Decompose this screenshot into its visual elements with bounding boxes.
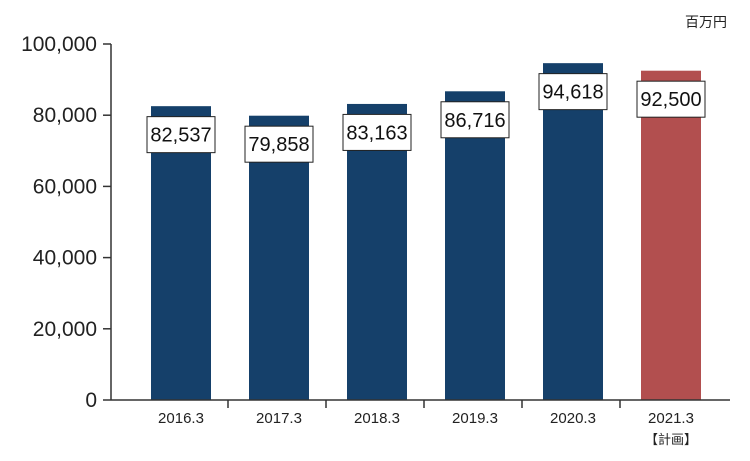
bar [249, 115, 309, 401]
x-category-label: 2018.3 [354, 410, 400, 427]
value-label-box [342, 113, 412, 151]
bar [151, 106, 211, 401]
value-label: 94,618 [542, 82, 603, 104]
x-category-label: 2016.3 [158, 410, 204, 427]
x-category-label: 2021.3 [648, 410, 694, 427]
x-category-label: 2020.3 [550, 410, 596, 427]
x-category-label: 2019.3 [452, 410, 498, 427]
value-label: 86,716 [444, 110, 505, 132]
bar [543, 63, 603, 401]
unit-label: 百万円 [685, 15, 727, 31]
y-tick-label: 100,000 [21, 33, 97, 56]
y-axis: 0 20,000 40,000 60,000 80,000 100,000 [21, 33, 112, 412]
bar [347, 103, 407, 400]
x-category-label: 2017.3 [256, 410, 302, 427]
bar [445, 91, 505, 400]
x-axis: 2016.3 2017.3 2018.3 2019.3 2020.3 2021.3 【計画】 [111, 399, 730, 448]
bars [151, 63, 701, 401]
y-tick-label: 60,000 [33, 175, 97, 198]
y-tick-label: 80,000 [33, 104, 97, 127]
plan-note-label: 【計画】 [645, 432, 697, 448]
y-tick-label: 0 [85, 389, 97, 412]
value-label: 83,163 [346, 122, 407, 144]
value-label: 92,500 [640, 89, 701, 111]
bar-plan [641, 70, 701, 400]
y-tick-label: 20,000 [33, 318, 97, 341]
value-label-box [440, 101, 510, 139]
value-label-box [636, 80, 706, 118]
value-label-box [538, 73, 608, 111]
value-labels: 82,537 79,858 83,163 86,716 94,618 92,500 [146, 73, 706, 163]
value-label-box [146, 116, 216, 154]
y-tick-label: 40,000 [33, 247, 97, 270]
value-label: 82,537 [150, 125, 211, 147]
value-label-box [244, 125, 314, 163]
value-label: 79,858 [248, 134, 309, 156]
